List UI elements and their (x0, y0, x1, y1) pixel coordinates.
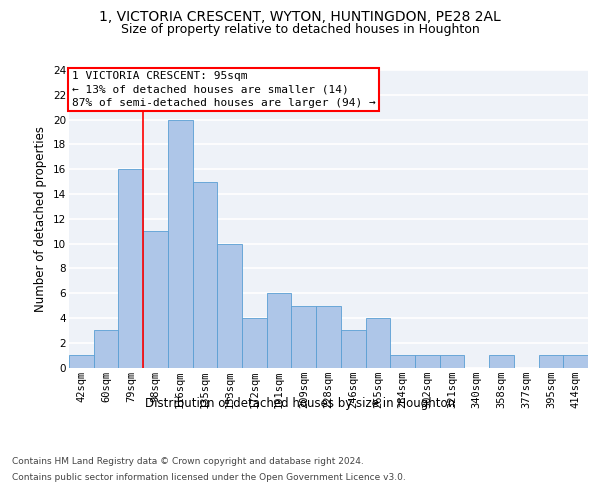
Bar (143, 231, 168, 368)
Bar (341, 330, 365, 368)
Bar (217, 244, 242, 368)
Bar (365, 318, 390, 368)
Y-axis label: Number of detached properties: Number of detached properties (34, 126, 47, 312)
Bar (390, 355, 415, 368)
Bar (118, 169, 143, 368)
Bar (267, 293, 292, 368)
Bar (563, 355, 588, 368)
Bar (415, 355, 440, 368)
Text: Contains HM Land Registry data © Crown copyright and database right 2024.: Contains HM Land Registry data © Crown c… (12, 458, 364, 466)
Bar (69, 355, 94, 368)
Bar (489, 355, 514, 368)
Bar (94, 330, 118, 368)
Text: Contains public sector information licensed under the Open Government Licence v3: Contains public sector information licen… (12, 472, 406, 482)
Text: Distribution of detached houses by size in Houghton: Distribution of detached houses by size … (145, 398, 455, 410)
Bar (292, 306, 316, 368)
Bar (193, 182, 217, 368)
Bar (168, 120, 193, 368)
Text: Size of property relative to detached houses in Houghton: Size of property relative to detached ho… (121, 22, 479, 36)
Bar (440, 355, 464, 368)
Text: 1, VICTORIA CRESCENT, WYTON, HUNTINGDON, PE28 2AL: 1, VICTORIA CRESCENT, WYTON, HUNTINGDON,… (99, 10, 501, 24)
Text: 1 VICTORIA CRESCENT: 95sqm
← 13% of detached houses are smaller (14)
87% of semi: 1 VICTORIA CRESCENT: 95sqm ← 13% of deta… (71, 72, 376, 108)
Bar (316, 306, 341, 368)
Bar (242, 318, 267, 368)
Bar (539, 355, 563, 368)
